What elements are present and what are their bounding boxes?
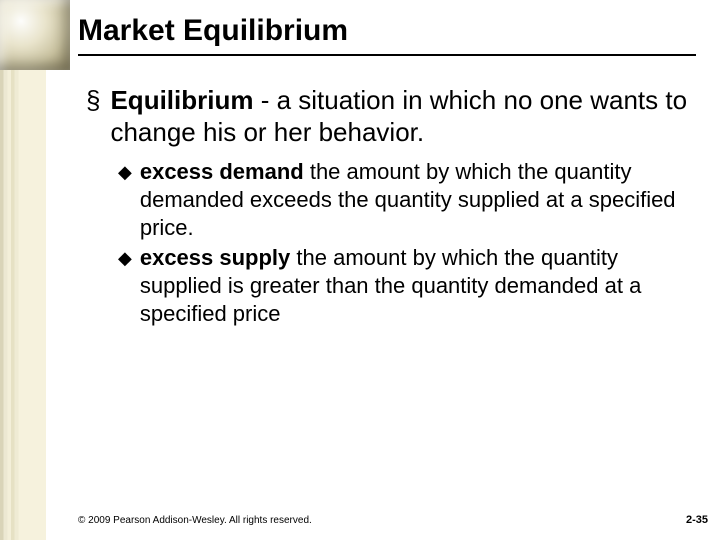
- term-excess-supply: excess supply: [140, 245, 290, 270]
- diamond-bullet-icon: ◆: [118, 244, 132, 328]
- copyright-text: © 2009 Pearson Addison-Wesley. All right…: [78, 515, 312, 526]
- left-decorative-strip: [0, 0, 46, 540]
- slide-content: Market Equilibrium § Equilibrium - a sit…: [78, 14, 696, 540]
- bullet-level2-text: excess supply the amount by which the qu…: [140, 244, 696, 328]
- term-equilibrium: Equilibrium: [110, 85, 253, 115]
- square-bullet-icon: §: [86, 84, 100, 148]
- term-excess-demand: excess demand: [140, 159, 304, 184]
- slide-title: Market Equilibrium: [78, 14, 696, 48]
- bullet-level2: ◆ excess supply the amount by which the …: [118, 244, 696, 328]
- bullet-level2: ◆ excess demand the amount by which the …: [118, 158, 696, 242]
- page-number: 2-35: [686, 514, 708, 526]
- title-underline: [78, 54, 696, 56]
- bullet-level2-text: excess demand the amount by which the qu…: [140, 158, 696, 242]
- corner-cube-image: [0, 0, 70, 70]
- bullet-level1: § Equilibrium - a situation in which no …: [86, 84, 696, 148]
- diamond-bullet-icon: ◆: [118, 158, 132, 242]
- bullet-level1-text: Equilibrium - a situation in which no on…: [110, 84, 696, 148]
